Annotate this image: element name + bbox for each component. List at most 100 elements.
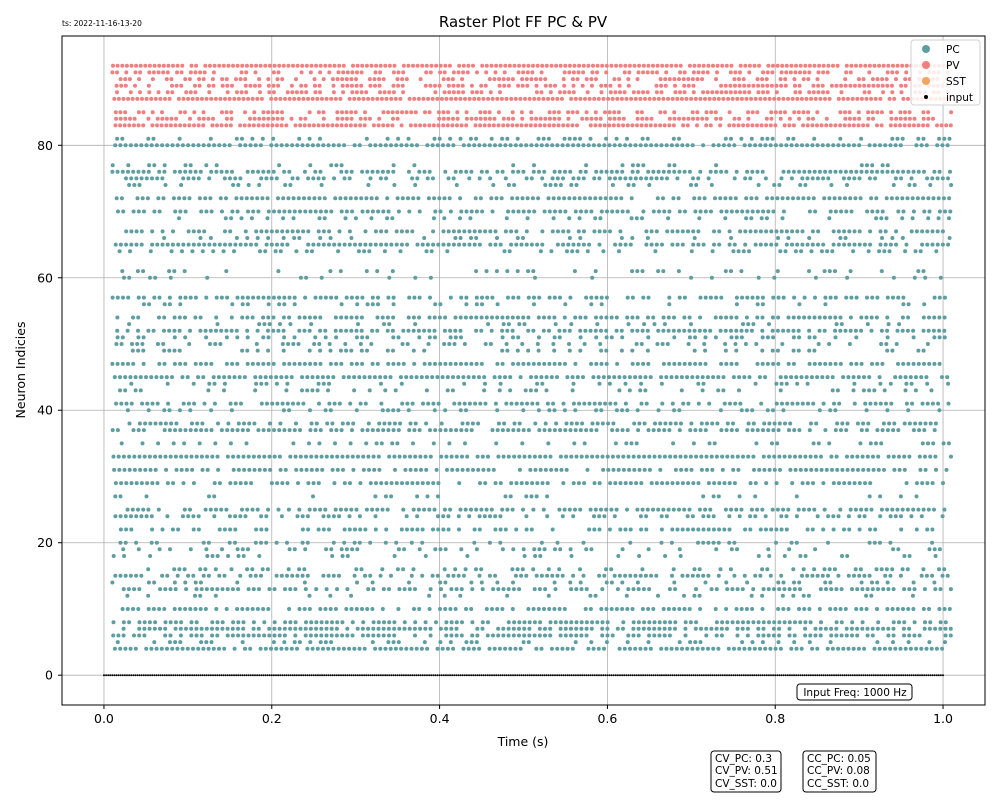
pc-spike xyxy=(340,633,345,638)
pc-spike xyxy=(663,421,668,426)
pv-spike xyxy=(451,116,455,121)
pc-spike xyxy=(529,143,534,148)
pc-spike xyxy=(257,554,262,558)
pc-spike xyxy=(287,295,292,300)
pc-spike xyxy=(480,454,485,459)
pc-spike xyxy=(753,573,758,578)
pc-spike xyxy=(428,587,433,592)
pc-spike xyxy=(308,408,312,413)
pc-spike xyxy=(188,607,193,611)
pv-spike xyxy=(441,110,446,115)
pv-spike xyxy=(638,96,643,101)
pc-spike xyxy=(901,295,906,300)
pc-spike xyxy=(742,375,747,380)
pc-spike xyxy=(167,348,172,353)
pc-spike xyxy=(255,236,260,240)
pc-spike xyxy=(727,514,732,519)
pc-spike xyxy=(905,567,910,572)
pc-spike xyxy=(794,540,799,545)
pv-spike xyxy=(201,110,206,115)
pc-spike xyxy=(125,507,130,512)
pc-spike xyxy=(178,209,183,214)
pc-spike xyxy=(391,163,396,168)
pc-spike xyxy=(457,229,462,234)
pc-spike xyxy=(857,514,862,519)
pc-spike xyxy=(451,143,456,148)
pc-spike xyxy=(688,428,693,433)
pc-spike xyxy=(157,295,162,300)
pc-spike xyxy=(720,620,725,625)
pc-spike xyxy=(805,176,810,181)
pc-spike xyxy=(115,169,120,174)
pc-spike xyxy=(537,361,541,366)
pc-spike xyxy=(208,328,213,333)
pc-spike xyxy=(749,593,754,598)
pv-spike xyxy=(116,96,121,101)
pc-spike xyxy=(701,540,706,545)
pc-spike xyxy=(627,467,632,472)
pv-spike xyxy=(251,123,256,128)
pc-spike xyxy=(467,401,472,406)
pc-spike xyxy=(658,467,663,472)
pc-spike xyxy=(250,507,255,512)
pc-spike xyxy=(882,249,887,254)
pc-spike xyxy=(753,514,758,519)
pc-spike xyxy=(772,467,777,472)
pv-spike xyxy=(122,123,127,128)
pc-spike xyxy=(943,295,947,300)
pc-spike xyxy=(264,381,269,386)
pc-spike xyxy=(305,375,310,380)
pc-spike xyxy=(385,196,390,201)
pc-spike xyxy=(276,328,281,333)
pc-spike xyxy=(600,620,605,625)
pc-spike xyxy=(495,302,500,307)
pc-spike xyxy=(850,587,854,592)
pc-spike xyxy=(509,481,514,486)
pc-spike xyxy=(856,467,860,472)
pc-spike xyxy=(743,176,748,181)
pc-spike xyxy=(716,388,721,393)
pc-spike xyxy=(400,196,405,201)
pc-spike xyxy=(849,626,854,631)
pc-spike xyxy=(214,169,219,174)
pv-spike xyxy=(209,96,214,101)
pc-spike xyxy=(710,249,715,254)
pc-spike xyxy=(701,381,706,386)
pc-spike xyxy=(119,401,124,406)
pc-spike xyxy=(299,467,304,472)
pc-spike xyxy=(751,421,756,426)
pc-spike xyxy=(815,375,820,380)
pv-spike xyxy=(712,96,717,101)
pc-spike xyxy=(412,607,416,611)
pc-spike xyxy=(193,607,198,611)
pc-spike xyxy=(610,209,615,214)
pv-spike xyxy=(292,96,297,101)
pc-spike xyxy=(593,593,598,598)
pc-spike xyxy=(569,633,573,638)
pc-spike xyxy=(661,169,666,174)
pv-spike xyxy=(635,110,640,115)
pv-spike xyxy=(128,90,133,95)
pc-spike xyxy=(334,295,339,300)
pc-spike xyxy=(683,209,687,214)
pc-spike xyxy=(924,573,929,578)
pc-spike xyxy=(932,580,937,585)
pc-spike xyxy=(197,229,201,234)
pc-spike xyxy=(761,626,766,631)
pc-spike xyxy=(536,315,541,320)
pv-spike xyxy=(329,96,334,101)
pc-spike xyxy=(623,143,628,148)
pc-spike xyxy=(527,626,532,631)
pc-spike xyxy=(245,315,250,320)
pc-spike xyxy=(149,540,154,545)
pc-spike xyxy=(461,646,466,651)
pv-spike xyxy=(866,116,871,121)
pc-spike xyxy=(846,573,851,578)
pc-spike xyxy=(786,361,791,366)
pc-spike xyxy=(408,421,413,426)
pc-spike xyxy=(888,540,893,545)
pv-spike xyxy=(186,96,191,101)
pc-spike xyxy=(558,620,563,625)
pv-spike xyxy=(321,110,326,115)
pv-spike xyxy=(227,96,232,101)
